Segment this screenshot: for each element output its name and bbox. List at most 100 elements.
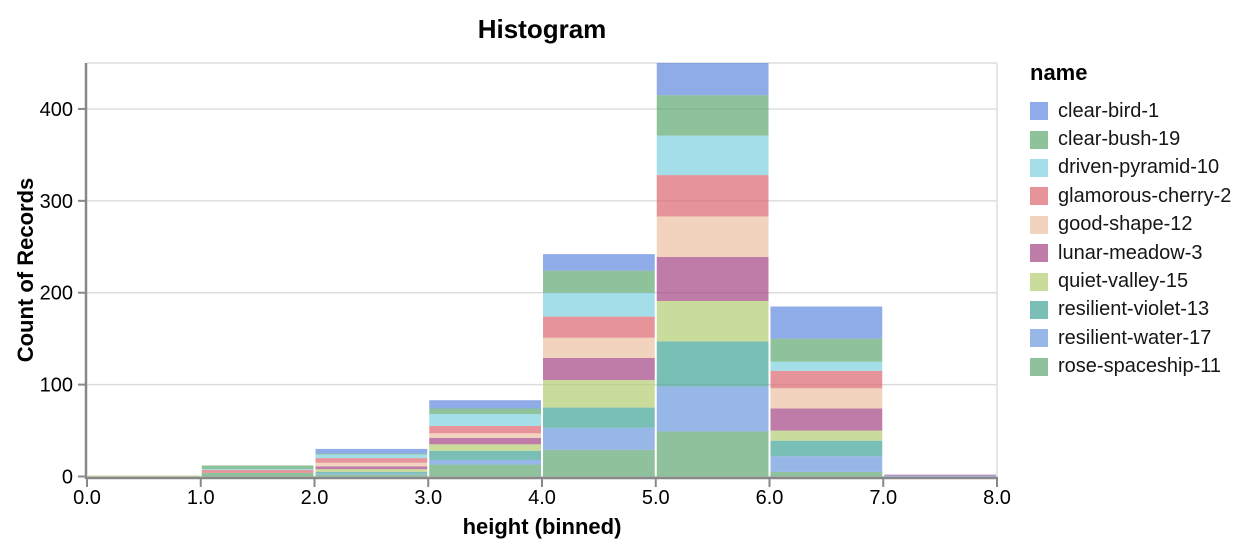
legend-swatch-icon	[1030, 357, 1048, 376]
bar-segment-resilient-water-17	[315, 473, 428, 475]
bar-segment-driven-pyramid-10	[429, 414, 541, 426]
x-tick-label: 3.0	[414, 487, 442, 509]
legend-item-glamorous-cherry-2: glamorous-cherry-2	[1030, 182, 1245, 210]
bar-segment-lunar-meadow-3	[884, 474, 996, 476]
bar-segment-rose-spaceship-11	[315, 474, 428, 477]
legend-swatch-icon	[1030, 329, 1048, 348]
bar-segment-rose-spaceship-11	[543, 449, 655, 477]
bar-segment-resilient-water-17	[770, 456, 883, 472]
legend-title: name	[1030, 60, 1088, 85]
bar-segment-lunar-meadow-3	[770, 408, 883, 431]
bar-segment-clear-bush-19	[429, 408, 541, 415]
bar-segment-resilient-violet-13	[770, 440, 883, 457]
legend-item-label: clear-bush-19	[1058, 128, 1181, 151]
bar-segment-clear-bird-1	[315, 448, 428, 454]
bar-segment-clear-bird-1	[429, 400, 541, 409]
y-tick-label: 300	[40, 191, 73, 213]
bar-segment-quiet-valley-15	[315, 469, 428, 472]
legend-item-good-shape-12: good-shape-12	[1030, 211, 1245, 239]
legend-item-resilient-water-17: resilient-water-17	[1030, 324, 1245, 352]
bar-segment-driven-pyramid-10	[656, 135, 769, 176]
x-tick-label: 2.0	[301, 487, 329, 509]
bar-segment-lunar-meadow-3	[315, 466, 428, 470]
legend-item-rose-spaceship-11: rose-spaceship-11	[1030, 353, 1245, 381]
legend-swatch-icon	[1030, 102, 1048, 121]
bar-segment-good-shape-12	[770, 388, 883, 409]
x-tick-label: 1.0	[187, 487, 215, 509]
legend-swatch-icon	[1030, 187, 1048, 206]
bar-segment-quiet-valley-15	[88, 475, 200, 477]
legend-item-label: quiet-valley-15	[1058, 270, 1189, 293]
legend-item-label: glamorous-cherry-2	[1058, 184, 1232, 207]
bar-segment-rose-spaceship-11	[429, 464, 541, 477]
bar-segment-glamorous-cherry-2	[543, 316, 655, 338]
bar-segment-good-shape-12	[429, 433, 541, 438]
bar-segment-glamorous-cherry-2	[201, 470, 314, 473]
y-tick-label: 100	[40, 375, 73, 397]
bar-segment-clear-bird-1	[543, 254, 655, 271]
bar-segment-resilient-water-17	[656, 386, 769, 432]
bar-segment-clear-bush-19	[201, 465, 314, 470]
bar-segment-quiet-valley-15	[543, 380, 655, 408]
legend-item-label: resilient-water-17	[1058, 326, 1212, 349]
x-tick-label: 7.0	[869, 487, 897, 509]
legend-swatch-icon	[1030, 244, 1048, 263]
x-tick-label: 0.0	[73, 487, 101, 509]
legend-items: clear-bird-1 clear-bush-19 driven-pyramid-…	[1030, 97, 1245, 381]
bar-segment-clear-bird-1	[656, 63, 769, 96]
legend-item-label: driven-pyramid-10	[1058, 156, 1220, 179]
legend-item-driven-pyramid-10: driven-pyramid-10	[1030, 154, 1245, 182]
bar-segment-clear-bush-19	[543, 270, 655, 293]
legend-item-label: rose-spaceship-11	[1058, 355, 1222, 378]
bar-segment-quiet-valley-15	[656, 300, 769, 342]
bar-segment-good-shape-12	[543, 337, 655, 358]
legend-swatch-icon	[1030, 130, 1048, 149]
legend-swatch-icon	[1030, 215, 1048, 234]
bar-segment-good-shape-12	[315, 462, 428, 467]
legend-item-lunar-meadow-3: lunar-meadow-3	[1030, 239, 1245, 267]
bar-segment-resilient-water-17	[543, 427, 655, 450]
legend-item-resilient-violet-13: resilient-violet-13	[1030, 296, 1245, 324]
bar-segment-clear-bush-19	[315, 453, 428, 455]
bar-segment-rose-spaceship-11	[770, 471, 883, 477]
legend-item-label: lunar-meadow-3	[1058, 241, 1203, 264]
bar-segment-driven-pyramid-10	[770, 361, 883, 371]
bar-segment-lunar-meadow-3	[656, 256, 769, 301]
legend-item-label: good-shape-12	[1058, 213, 1193, 236]
chart-title: Histogram	[477, 14, 607, 44]
legend-item-quiet-valley-15: quiet-valley-15	[1030, 267, 1245, 295]
bar-segment-glamorous-cherry-2	[429, 425, 541, 434]
bar-segment-resilient-violet-13	[429, 450, 541, 460]
legend-swatch-icon	[1030, 300, 1048, 319]
legend-item-clear-bird-1: clear-bird-1	[1030, 97, 1245, 125]
x-tick-label: 5.0	[642, 487, 670, 509]
legend-item-clear-bush-19: clear-bush-19	[1030, 125, 1245, 153]
y-tick-label: 400	[40, 99, 73, 121]
x-axis-title: height (binned)	[462, 514, 622, 539]
bar-segment-glamorous-cherry-2	[315, 458, 428, 463]
bar-segment-good-shape-12	[656, 216, 769, 257]
bar-segment-rose-spaceship-11	[201, 472, 314, 477]
x-tick-label: 4.0	[528, 487, 556, 509]
bar-segment-quiet-valley-15	[429, 444, 541, 451]
legend-item-label: resilient-violet-13	[1058, 298, 1210, 321]
bar-segment-resilient-violet-13	[543, 407, 655, 428]
bar-segment-resilient-water-17	[429, 459, 541, 465]
bar-segment-glamorous-cherry-2	[656, 175, 769, 217]
bar-segment-resilient-water-17	[884, 475, 996, 477]
bar-segment-driven-pyramid-10	[315, 454, 428, 459]
bar-segment-clear-bird-1	[770, 306, 883, 339]
bar-segment-resilient-violet-13	[315, 471, 428, 474]
y-tick-label: 0	[62, 467, 73, 489]
x-tick-label: 6.0	[756, 487, 784, 509]
x-tick-label: 8.0	[983, 487, 1011, 509]
bar-segment-clear-bush-19	[656, 95, 769, 136]
bar-segment-clear-bush-19	[770, 338, 883, 362]
bar-segment-rose-spaceship-11	[656, 431, 769, 477]
legend-swatch-icon	[1030, 272, 1048, 291]
bar-segment-lunar-meadow-3	[429, 437, 541, 445]
y-tick-label: 200	[40, 283, 73, 305]
bar-segment-quiet-valley-15	[770, 430, 883, 441]
